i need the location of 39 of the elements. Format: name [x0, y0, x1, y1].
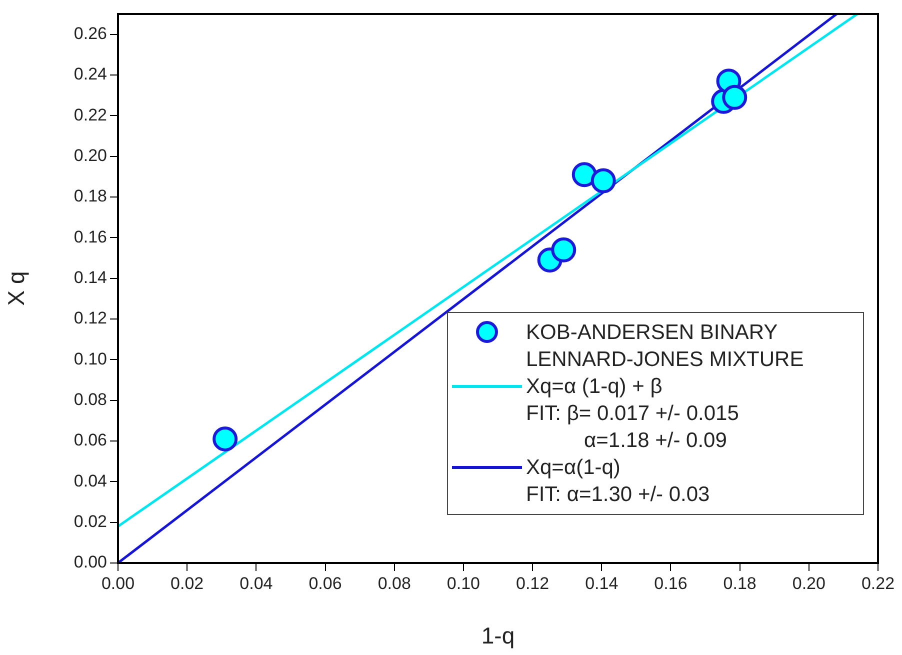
annotation: FIT: α=1.30 +/- 0.03: [525, 482, 711, 508]
x-tick-label: 0.12: [516, 574, 550, 593]
legend-label: Xq=α(1-q): [526, 455, 622, 481]
annotation: FIT: β= 0.017 +/- 0.015: [525, 401, 740, 427]
y-tick-label: 0.10: [74, 349, 107, 368]
y-tick-label: 0.12: [74, 308, 107, 328]
y-axis-title: X q: [3, 271, 30, 306]
legend-label: Xq=α (1-q) + β: [526, 374, 664, 400]
y-tick-label: 0.06: [74, 430, 107, 450]
point: [590, 168, 616, 194]
x-tick-label: 0.02: [170, 574, 204, 593]
y-tick-label: 0.08: [74, 390, 107, 410]
x-tick-label: 0.14: [585, 574, 618, 593]
x-tick-label: 0.22: [861, 574, 895, 593]
y-tick-label: 0.22: [74, 105, 107, 124]
x-tick-label: 0.00: [101, 574, 135, 593]
x-tick-label: 0.06: [308, 574, 342, 593]
point: [212, 426, 238, 452]
x-tick-label: 0.10: [446, 574, 480, 593]
x-tick-label: 0.04: [240, 574, 273, 593]
point: [722, 84, 748, 110]
x-tick-label: 0.08: [378, 574, 411, 593]
y-tick-label: 0.04: [74, 471, 107, 490]
x-tick-label: 0.18: [723, 574, 756, 593]
x-tick-label: 0.20: [792, 574, 826, 593]
y-tick-label: 0.18: [74, 186, 107, 206]
y-tick-label: 0.00: [74, 552, 107, 572]
y-tick-label: 0.26: [74, 24, 107, 44]
y-tick-label: 0.14: [74, 268, 107, 288]
x-axis-title: 1-q: [481, 622, 515, 649]
annotation: α=1.18 +/- 0.09: [583, 428, 728, 454]
y-tick-label: 0.24: [74, 64, 107, 84]
legend-label: KOB-ANDERSEN BINARY LENNARD-JONES MIXTURE: [526, 320, 805, 373]
point: [551, 237, 576, 262]
x-tick-label: 0.16: [654, 574, 688, 593]
y-tick-label: 0.16: [74, 227, 107, 246]
point: [572, 162, 597, 188]
y-tick-label: 0.20: [74, 146, 107, 166]
y-tick-label: 0.02: [74, 512, 107, 532]
